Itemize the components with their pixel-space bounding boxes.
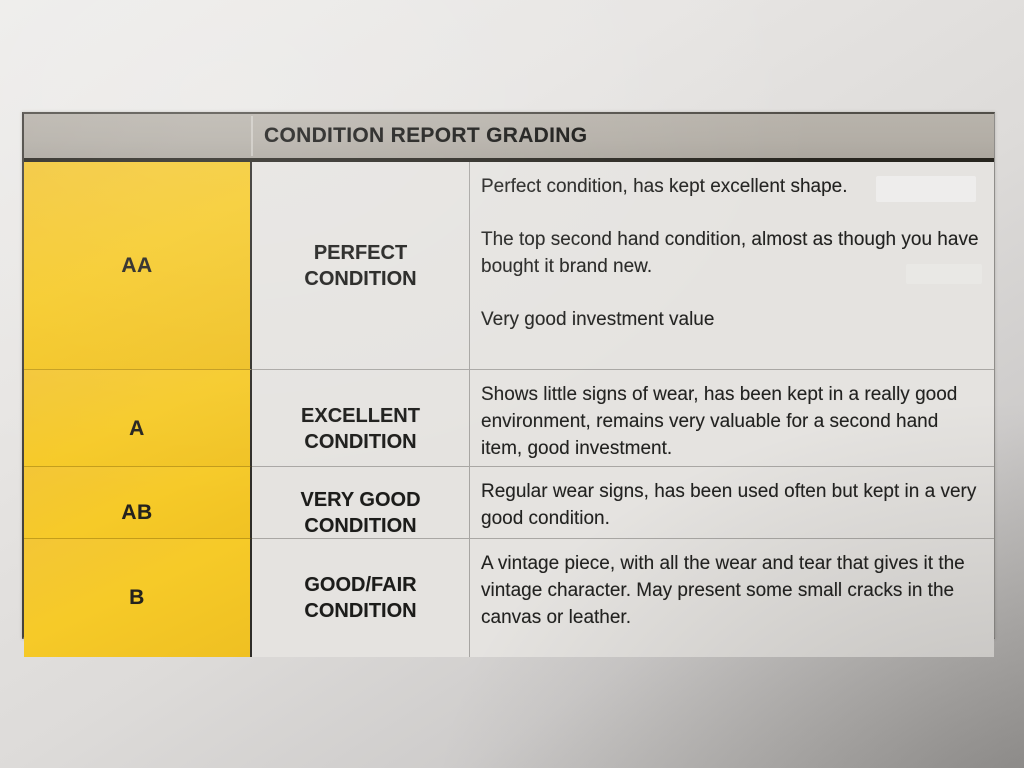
condition-name-line: CONDITION	[304, 514, 417, 537]
table-row: AA PERFECT CONDITION Perfect condition, has…	[24, 162, 994, 369]
condition-name-cell: GOOD/FAIR CONDITION	[252, 538, 470, 657]
description-paragraph: The top second hand condition, almost as…	[481, 229, 979, 277]
table-header-bar: CONDITION REPORT GRADING	[24, 114, 994, 162]
condition-name-line: PERFECT	[313, 241, 408, 264]
condition-name-line: VERY GOOD	[300, 488, 421, 511]
condition-name-line: GOOD/FAIR	[304, 574, 417, 596]
description-paragraph: Perfect condition, has kept excellent sh…	[481, 176, 848, 197]
condition-name-cell: PERFECT CONDITION	[252, 162, 470, 369]
condition-name-line: CONDITION	[304, 600, 417, 622]
description-paragraph: Shows little signs of wear, has been kep…	[481, 384, 958, 459]
grade-label: A	[129, 417, 145, 440]
grade-label: AA	[121, 253, 153, 277]
table-row: B GOOD/FAIR CONDITION A vintage piece, with…	[24, 538, 994, 657]
condition-name-line: CONDITION	[304, 431, 417, 453]
description-paragraph: Regular wear signs, has been used often …	[481, 481, 977, 529]
table-row: A EXCELLENT CONDITION Shows little signs of…	[24, 369, 994, 488]
condition-name-line: CONDITION	[304, 267, 417, 290]
grade-label: AB	[121, 500, 153, 524]
description-cell: Perfect condition, has kept excellent sh…	[470, 162, 994, 369]
table-title: CONDITION REPORT GRADING	[264, 124, 588, 147]
grade-cell: AA	[24, 162, 252, 369]
table-body: AA PERFECT CONDITION Perfect condition, has…	[24, 162, 994, 657]
grading-table: CONDITION REPORT GRADING AA PERFECT CONDIT…	[22, 112, 995, 657]
description-paragraph: Very good investment value	[481, 309, 715, 330]
grade-cell: B	[24, 538, 252, 657]
description-paragraph: A vintage piece, with all the wear and t…	[481, 553, 965, 628]
table-row: AB VERY GOOD CONDITION Regular wear signs, …	[24, 466, 994, 558]
condition-name-line: EXCELLENT	[301, 405, 420, 427]
grade-label: B	[129, 586, 145, 609]
description-cell: A vintage piece, with all the wear and t…	[470, 538, 994, 657]
